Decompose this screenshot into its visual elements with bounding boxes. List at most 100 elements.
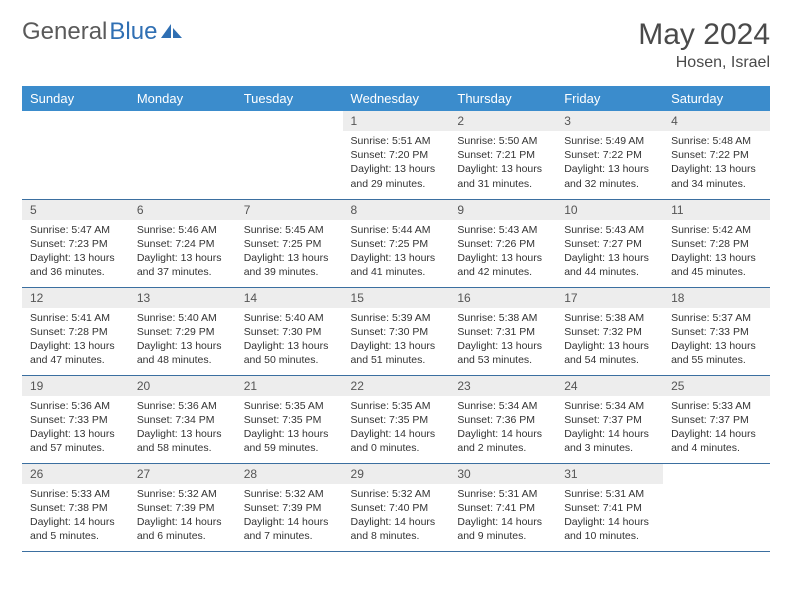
day-number: 28 — [236, 464, 343, 484]
title-block: May 2024 Hosen, Israel — [638, 18, 770, 72]
day-number: 3 — [556, 111, 663, 131]
day-number: 25 — [663, 376, 770, 396]
day-details: Sunrise: 5:40 AMSunset: 7:29 PMDaylight:… — [129, 308, 236, 374]
day-details: Sunrise: 5:32 AMSunset: 7:39 PMDaylight:… — [129, 484, 236, 550]
day-details: Sunrise: 5:36 AMSunset: 7:33 PMDaylight:… — [22, 396, 129, 462]
calendar-cell: 9Sunrise: 5:43 AMSunset: 7:26 PMDaylight… — [449, 199, 556, 287]
calendar-cell — [129, 111, 236, 199]
calendar-cell: 23Sunrise: 5:34 AMSunset: 7:36 PMDayligh… — [449, 375, 556, 463]
calendar-cell: 22Sunrise: 5:35 AMSunset: 7:35 PMDayligh… — [343, 375, 450, 463]
calendar-cell: 20Sunrise: 5:36 AMSunset: 7:34 PMDayligh… — [129, 375, 236, 463]
logo-sail-icon — [161, 18, 183, 46]
calendar-row: 19Sunrise: 5:36 AMSunset: 7:33 PMDayligh… — [22, 375, 770, 463]
day-number: 10 — [556, 200, 663, 220]
day-header: Thursday — [449, 86, 556, 111]
day-number: 8 — [343, 200, 450, 220]
day-details: Sunrise: 5:32 AMSunset: 7:39 PMDaylight:… — [236, 484, 343, 550]
day-details: Sunrise: 5:46 AMSunset: 7:24 PMDaylight:… — [129, 220, 236, 286]
calendar-cell: 5Sunrise: 5:47 AMSunset: 7:23 PMDaylight… — [22, 199, 129, 287]
calendar-cell: 24Sunrise: 5:34 AMSunset: 7:37 PMDayligh… — [556, 375, 663, 463]
calendar-cell: 2Sunrise: 5:50 AMSunset: 7:21 PMDaylight… — [449, 111, 556, 199]
calendar-cell: 4Sunrise: 5:48 AMSunset: 7:22 PMDaylight… — [663, 111, 770, 199]
day-details: Sunrise: 5:36 AMSunset: 7:34 PMDaylight:… — [129, 396, 236, 462]
calendar-cell: 10Sunrise: 5:43 AMSunset: 7:27 PMDayligh… — [556, 199, 663, 287]
day-details: Sunrise: 5:33 AMSunset: 7:38 PMDaylight:… — [22, 484, 129, 550]
page-title: May 2024 — [638, 18, 770, 52]
day-header: Saturday — [663, 86, 770, 111]
day-header-row: SundayMondayTuesdayWednesdayThursdayFrid… — [22, 86, 770, 111]
day-details: Sunrise: 5:35 AMSunset: 7:35 PMDaylight:… — [343, 396, 450, 462]
day-details: Sunrise: 5:48 AMSunset: 7:22 PMDaylight:… — [663, 131, 770, 197]
day-number: 29 — [343, 464, 450, 484]
calendar-cell: 18Sunrise: 5:37 AMSunset: 7:33 PMDayligh… — [663, 287, 770, 375]
calendar-cell: 31Sunrise: 5:31 AMSunset: 7:41 PMDayligh… — [556, 463, 663, 551]
day-details: Sunrise: 5:31 AMSunset: 7:41 PMDaylight:… — [449, 484, 556, 550]
day-details: Sunrise: 5:37 AMSunset: 7:33 PMDaylight:… — [663, 308, 770, 374]
day-number: 16 — [449, 288, 556, 308]
day-details: Sunrise: 5:41 AMSunset: 7:28 PMDaylight:… — [22, 308, 129, 374]
day-details: Sunrise: 5:38 AMSunset: 7:31 PMDaylight:… — [449, 308, 556, 374]
day-number: 31 — [556, 464, 663, 484]
calendar-cell: 29Sunrise: 5:32 AMSunset: 7:40 PMDayligh… — [343, 463, 450, 551]
day-details: Sunrise: 5:44 AMSunset: 7:25 PMDaylight:… — [343, 220, 450, 286]
day-number: 12 — [22, 288, 129, 308]
header: GeneralBlue May 2024 Hosen, Israel — [22, 18, 770, 72]
day-number: 2 — [449, 111, 556, 131]
day-number: 13 — [129, 288, 236, 308]
day-header: Wednesday — [343, 86, 450, 111]
day-details: Sunrise: 5:34 AMSunset: 7:36 PMDaylight:… — [449, 396, 556, 462]
logo-text-blue: Blue — [109, 18, 157, 46]
location-label: Hosen, Israel — [638, 54, 770, 72]
day-number: 19 — [22, 376, 129, 396]
day-number: 26 — [22, 464, 129, 484]
day-details: Sunrise: 5:50 AMSunset: 7:21 PMDaylight:… — [449, 131, 556, 197]
day-details: Sunrise: 5:38 AMSunset: 7:32 PMDaylight:… — [556, 308, 663, 374]
logo-text-gray: General — [22, 18, 107, 46]
logo: GeneralBlue — [22, 18, 183, 46]
day-header: Friday — [556, 86, 663, 111]
calendar-cell: 21Sunrise: 5:35 AMSunset: 7:35 PMDayligh… — [236, 375, 343, 463]
day-number: 18 — [663, 288, 770, 308]
calendar-cell: 6Sunrise: 5:46 AMSunset: 7:24 PMDaylight… — [129, 199, 236, 287]
calendar-cell: 17Sunrise: 5:38 AMSunset: 7:32 PMDayligh… — [556, 287, 663, 375]
day-header: Tuesday — [236, 86, 343, 111]
day-number: 1 — [343, 111, 450, 131]
day-details: Sunrise: 5:35 AMSunset: 7:35 PMDaylight:… — [236, 396, 343, 462]
calendar-row: 5Sunrise: 5:47 AMSunset: 7:23 PMDaylight… — [22, 199, 770, 287]
calendar-cell: 12Sunrise: 5:41 AMSunset: 7:28 PMDayligh… — [22, 287, 129, 375]
day-details: Sunrise: 5:34 AMSunset: 7:37 PMDaylight:… — [556, 396, 663, 462]
calendar-row: 26Sunrise: 5:33 AMSunset: 7:38 PMDayligh… — [22, 463, 770, 551]
day-number: 23 — [449, 376, 556, 396]
calendar-cell: 25Sunrise: 5:33 AMSunset: 7:37 PMDayligh… — [663, 375, 770, 463]
calendar-cell: 27Sunrise: 5:32 AMSunset: 7:39 PMDayligh… — [129, 463, 236, 551]
day-number: 20 — [129, 376, 236, 396]
calendar-cell: 14Sunrise: 5:40 AMSunset: 7:30 PMDayligh… — [236, 287, 343, 375]
calendar-cell: 28Sunrise: 5:32 AMSunset: 7:39 PMDayligh… — [236, 463, 343, 551]
day-details: Sunrise: 5:43 AMSunset: 7:26 PMDaylight:… — [449, 220, 556, 286]
calendar-cell: 16Sunrise: 5:38 AMSunset: 7:31 PMDayligh… — [449, 287, 556, 375]
day-number: 22 — [343, 376, 450, 396]
calendar-table: SundayMondayTuesdayWednesdayThursdayFrid… — [22, 86, 770, 552]
day-header: Monday — [129, 86, 236, 111]
day-details: Sunrise: 5:51 AMSunset: 7:20 PMDaylight:… — [343, 131, 450, 197]
day-number: 24 — [556, 376, 663, 396]
calendar-cell: 15Sunrise: 5:39 AMSunset: 7:30 PMDayligh… — [343, 287, 450, 375]
calendar-cell: 1Sunrise: 5:51 AMSunset: 7:20 PMDaylight… — [343, 111, 450, 199]
day-number: 9 — [449, 200, 556, 220]
day-details: Sunrise: 5:47 AMSunset: 7:23 PMDaylight:… — [22, 220, 129, 286]
day-number: 6 — [129, 200, 236, 220]
calendar-cell: 19Sunrise: 5:36 AMSunset: 7:33 PMDayligh… — [22, 375, 129, 463]
calendar-cell: 13Sunrise: 5:40 AMSunset: 7:29 PMDayligh… — [129, 287, 236, 375]
day-number: 5 — [22, 200, 129, 220]
day-number: 11 — [663, 200, 770, 220]
day-details: Sunrise: 5:33 AMSunset: 7:37 PMDaylight:… — [663, 396, 770, 462]
day-number: 15 — [343, 288, 450, 308]
day-details: Sunrise: 5:32 AMSunset: 7:40 PMDaylight:… — [343, 484, 450, 550]
day-number: 17 — [556, 288, 663, 308]
day-details: Sunrise: 5:43 AMSunset: 7:27 PMDaylight:… — [556, 220, 663, 286]
calendar-row: 12Sunrise: 5:41 AMSunset: 7:28 PMDayligh… — [22, 287, 770, 375]
day-details: Sunrise: 5:39 AMSunset: 7:30 PMDaylight:… — [343, 308, 450, 374]
calendar-cell: 30Sunrise: 5:31 AMSunset: 7:41 PMDayligh… — [449, 463, 556, 551]
calendar-cell: 8Sunrise: 5:44 AMSunset: 7:25 PMDaylight… — [343, 199, 450, 287]
day-number: 27 — [129, 464, 236, 484]
